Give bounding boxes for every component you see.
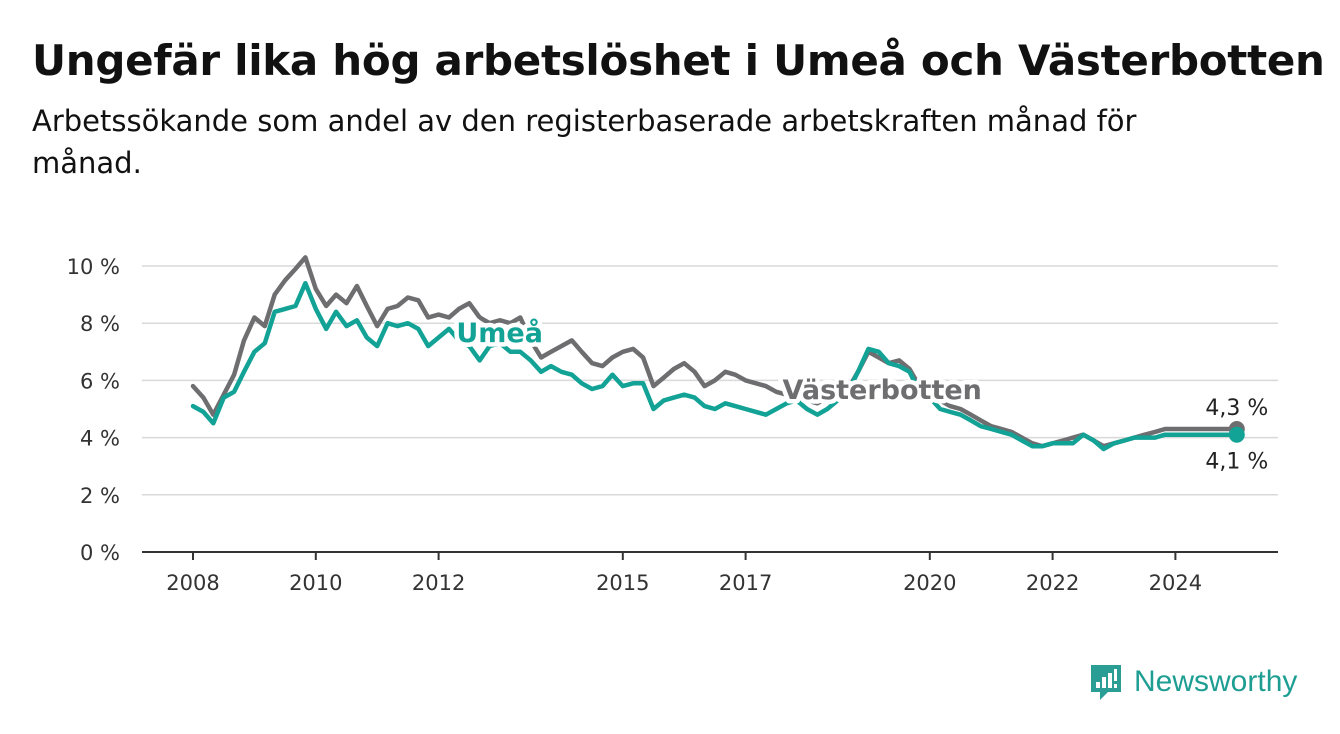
- chart-title: Ungefär lika hög arbetslöshet i Umeå och…: [32, 36, 1325, 85]
- y-tick-label: 4 %: [80, 427, 120, 451]
- y-tick-label: 2 %: [80, 484, 120, 508]
- x-tick-label: 2020: [903, 571, 956, 595]
- x-tick-label: 2022: [1026, 571, 1079, 595]
- series-labels: 4,3 % 4,1 % Umeå Västerbotten: [452, 312, 1268, 475]
- x-tick-label: 2008: [166, 571, 219, 595]
- series-name-label: Umeå: [456, 317, 543, 349]
- series-end-label: 4,3 %: [1205, 396, 1268, 421]
- x-tick-label: 2012: [412, 571, 465, 595]
- x-tick-label: 2015: [596, 571, 649, 595]
- chart-subtitle: Arbetssökande som andel av den registerb…: [32, 104, 1137, 180]
- y-axis-ticks: 0 % 2 % 4 % 6 % 8 % 10 %: [67, 255, 120, 565]
- series-end-point: [1228, 426, 1245, 443]
- series-lines: [190, 255, 1245, 452]
- y-tick-label: 0 %: [80, 541, 120, 565]
- grid-lines: [142, 265, 1278, 496]
- x-axis-ticks: 2008 2010 2012 2015 2017 2020 2022 2024: [166, 552, 1202, 595]
- series-line-vsterbotten: [190, 255, 1240, 449]
- x-tick-label: 2024: [1149, 571, 1202, 595]
- series-line-ume: [190, 280, 1240, 452]
- y-tick-label: 8 %: [80, 312, 120, 336]
- x-tick-label: 2010: [289, 571, 342, 595]
- x-tick-label: 2017: [719, 571, 772, 595]
- series-end-label: 4,1 %: [1205, 450, 1268, 475]
- series-name-label: Västerbotten: [782, 375, 981, 406]
- brand-name: Newsworthy: [1134, 665, 1298, 698]
- y-tick-label: 10 %: [67, 255, 120, 279]
- y-tick-label: 6 %: [80, 369, 120, 393]
- newsworthy-brand[interactable]: Newsworthy: [1088, 660, 1297, 704]
- newsworthy-logo-icon: [1091, 665, 1121, 700]
